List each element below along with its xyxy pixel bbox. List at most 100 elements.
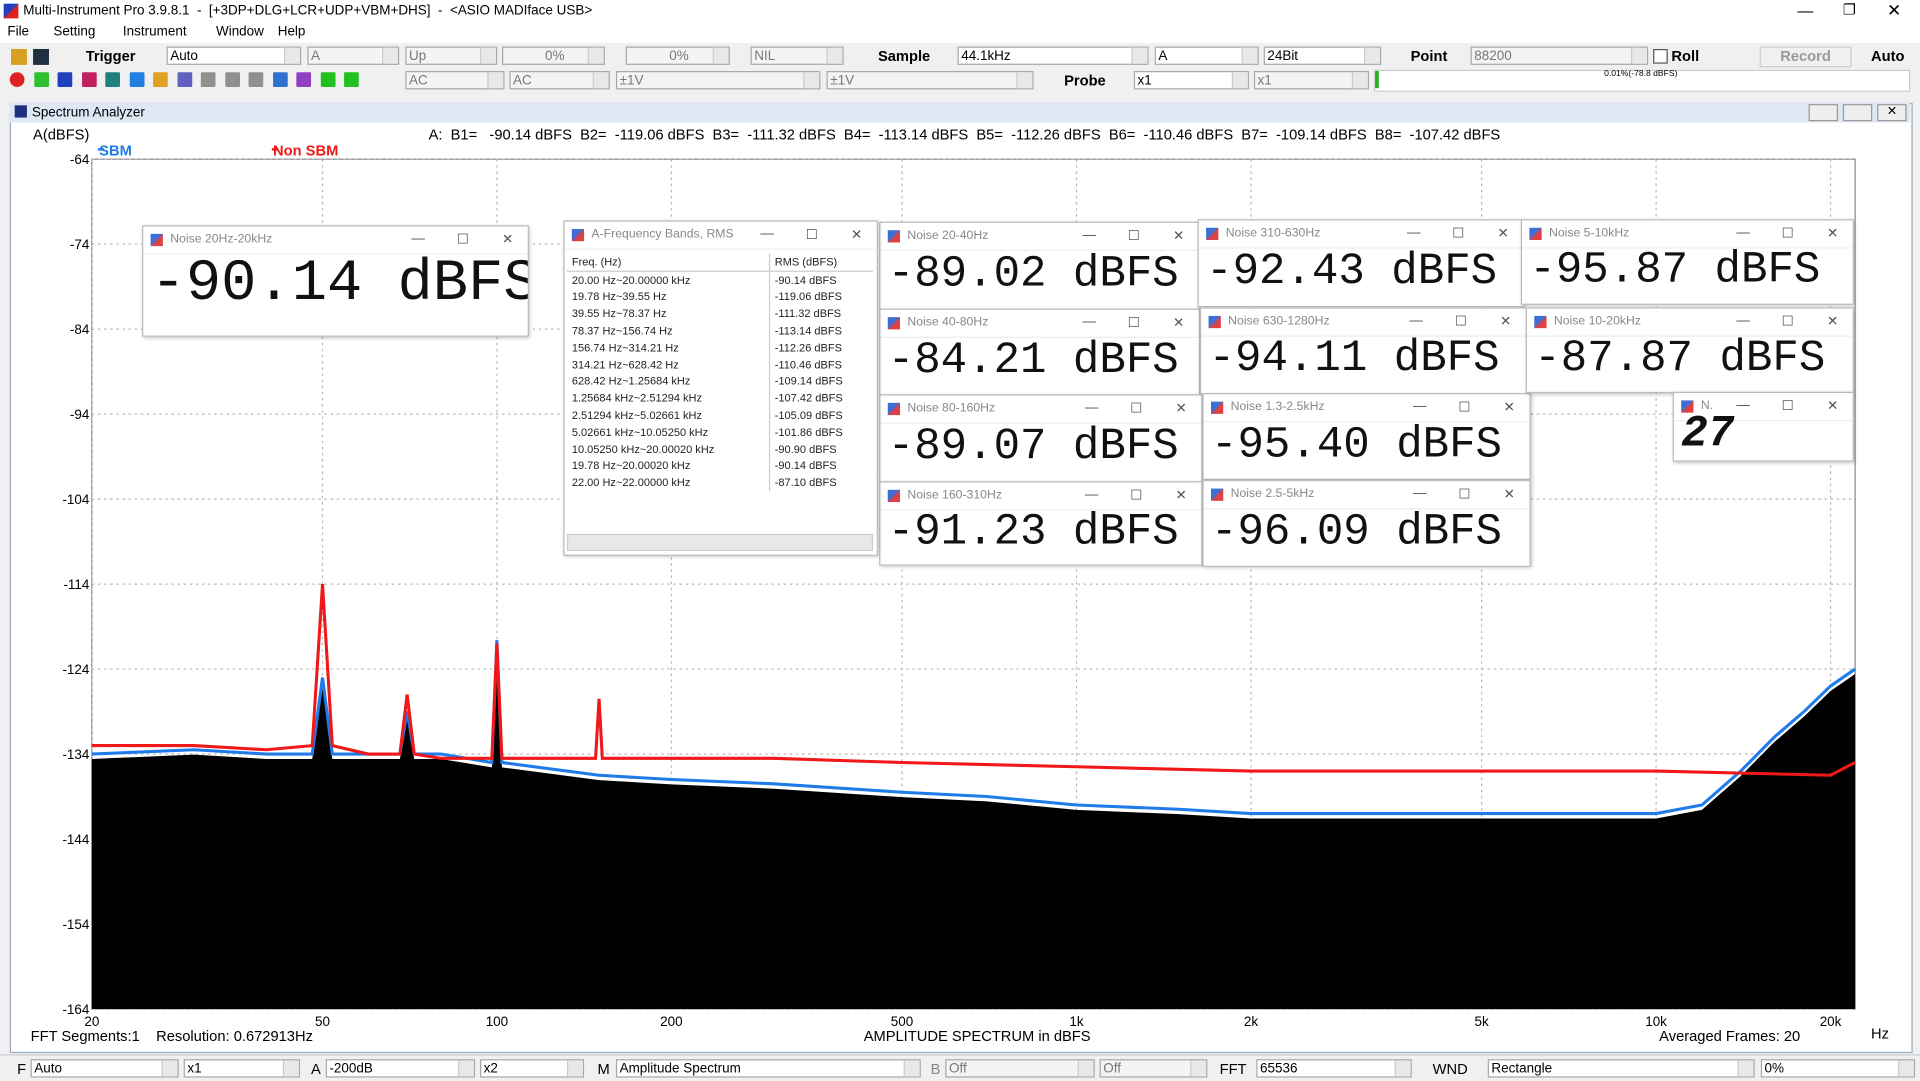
window-button[interactable]: ✕: [1500, 314, 1512, 330]
window-button[interactable]: ✕: [1497, 226, 1509, 242]
roll-checkbox[interactable]: [1653, 48, 1668, 64]
window-button[interactable]: ✕: [1173, 315, 1185, 331]
sample-rate[interactable]: 44.1kHz: [957, 46, 1149, 65]
minimize-button[interactable]: —: [1797, 1, 1814, 20]
window-button[interactable]: —: [1082, 314, 1096, 330]
window-button[interactable]: —: [1084, 487, 1099, 503]
table-row: 2.51294 kHz~5.02661 kHz -105.09 dBFS: [567, 406, 874, 424]
window-button[interactable]: ☐: [1127, 315, 1140, 331]
window-button[interactable]: —: [760, 226, 774, 242]
window-button[interactable]: ☐: [1130, 401, 1143, 417]
window-button[interactable]: ✕: [1826, 399, 1839, 414]
tool-icon[interactable]: [272, 72, 288, 87]
bit-depth[interactable]: 24Bit: [1263, 46, 1382, 65]
window-button[interactable]: ☐: [1781, 314, 1794, 330]
window-button[interactable]: ☐: [805, 227, 818, 243]
tool-icon[interactable]: [344, 72, 359, 87]
window-button[interactable]: —: [1409, 313, 1423, 329]
window-button[interactable]: ✕: [1826, 314, 1839, 330]
tool-icon[interactable]: [248, 72, 264, 87]
probe-b[interactable]: x1: [1253, 71, 1369, 90]
meter-value: -95.40 dBFS: [1211, 419, 1503, 470]
open-icon[interactable]: [11, 48, 27, 65]
tool-icon[interactable]: [105, 72, 120, 87]
menu-item[interactable]: Help: [277, 24, 306, 40]
menu-item[interactable]: Window: [215, 24, 264, 40]
window-button[interactable]: ✕: [1826, 226, 1839, 242]
f-mult[interactable]: x1: [183, 1059, 300, 1078]
coupling-b[interactable]: AC: [509, 71, 610, 90]
window-button[interactable]: ✕: [1173, 228, 1185, 244]
window-button[interactable]: —: [1084, 400, 1099, 416]
b-select-2[interactable]: Off: [1099, 1059, 1208, 1078]
close-button[interactable]: ✕: [1886, 0, 1902, 20]
analyzer-minimize[interactable]: [1808, 104, 1838, 122]
window-button[interactable]: —: [1082, 227, 1096, 243]
window-button[interactable]: —: [1413, 486, 1427, 501]
tool-icon[interactable]: [33, 72, 49, 87]
point-count[interactable]: 88200: [1470, 46, 1649, 65]
trigger-edge[interactable]: Up: [405, 46, 498, 65]
tool-icon[interactable]: [9, 72, 25, 87]
window-button[interactable]: —: [1406, 225, 1421, 240]
tool-icon[interactable]: [224, 72, 240, 87]
window-button[interactable]: ✕: [1175, 488, 1187, 504]
window-button[interactable]: ☐: [1454, 314, 1467, 330]
meter-window: Noise 310-630Hz — ☐ ✕ -92.43 dBFS: [1197, 219, 1525, 308]
window-button[interactable]: ☐: [1130, 488, 1143, 504]
save-icon[interactable]: [33, 48, 49, 65]
trigger-mode[interactable]: Auto: [166, 46, 302, 65]
trigger-level[interactable]: 0%: [502, 46, 605, 65]
sample-channel[interactable]: A: [1154, 46, 1259, 65]
window-button[interactable]: ☐: [1458, 487, 1471, 503]
tool-icon[interactable]: [153, 72, 168, 87]
analyzer-close[interactable]: ✕: [1877, 104, 1907, 122]
tool-icon[interactable]: [200, 72, 216, 87]
overlap[interactable]: 0%: [1760, 1059, 1916, 1078]
m-select[interactable]: Amplitude Spectrum: [615, 1059, 921, 1078]
auto-button[interactable]: Auto: [1871, 47, 1905, 65]
window-button[interactable]: ✕: [1175, 401, 1187, 417]
window-button[interactable]: —: [411, 231, 425, 247]
fft-size[interactable]: 65536: [1256, 1059, 1412, 1078]
tool-icon[interactable]: [296, 72, 312, 87]
record-button[interactable]: Record: [1759, 46, 1852, 68]
trigger-channel[interactable]: A: [307, 46, 400, 65]
trigger-delay[interactable]: 0%: [625, 46, 730, 65]
window-button[interactable]: ✕: [502, 232, 514, 248]
a-select[interactable]: -200dB: [325, 1059, 476, 1078]
window-button[interactable]: ✕: [851, 227, 863, 243]
a-mult[interactable]: x2: [480, 1059, 585, 1078]
tool-icon[interactable]: [57, 72, 73, 87]
probe-a[interactable]: x1: [1133, 71, 1249, 90]
analyzer-maximize[interactable]: [1842, 104, 1873, 122]
menu-item[interactable]: Instrument: [122, 24, 187, 40]
range-a[interactable]: ±1V: [615, 71, 821, 90]
range-b[interactable]: ±1V: [826, 71, 1034, 90]
window-button[interactable]: —: [1736, 225, 1750, 240]
window-button[interactable]: —: [1736, 397, 1750, 413]
menu-item[interactable]: File: [7, 24, 30, 40]
coupling-a[interactable]: AC: [405, 71, 505, 90]
window-function[interactable]: Rectangle: [1487, 1059, 1755, 1078]
restore-button[interactable]: ❐: [1842, 1, 1857, 19]
window-button[interactable]: ☐: [1781, 226, 1794, 242]
window-button[interactable]: ☐: [1127, 228, 1140, 244]
window-button[interactable]: ✕: [1503, 487, 1515, 503]
tool-icon[interactable]: [176, 72, 192, 87]
table-scrollbar[interactable]: [566, 533, 874, 552]
window-button[interactable]: ☐: [1781, 399, 1794, 414]
tool-icon[interactable]: [320, 72, 335, 87]
menu-item[interactable]: Setting: [53, 24, 96, 40]
tool-icon[interactable]: [81, 72, 97, 87]
window-button[interactable]: ☐: [1452, 226, 1465, 242]
window-button[interactable]: ✕: [1503, 400, 1515, 416]
window-button[interactable]: —: [1413, 399, 1427, 414]
trigger-source[interactable]: NIL: [750, 46, 844, 65]
f-select[interactable]: Auto: [30, 1059, 179, 1078]
window-button[interactable]: —: [1736, 313, 1750, 329]
window-button[interactable]: ☐: [1458, 400, 1471, 416]
tool-icon[interactable]: [129, 72, 144, 87]
b-select-1[interactable]: Off: [945, 1059, 1095, 1078]
window-button[interactable]: ☐: [456, 232, 469, 248]
